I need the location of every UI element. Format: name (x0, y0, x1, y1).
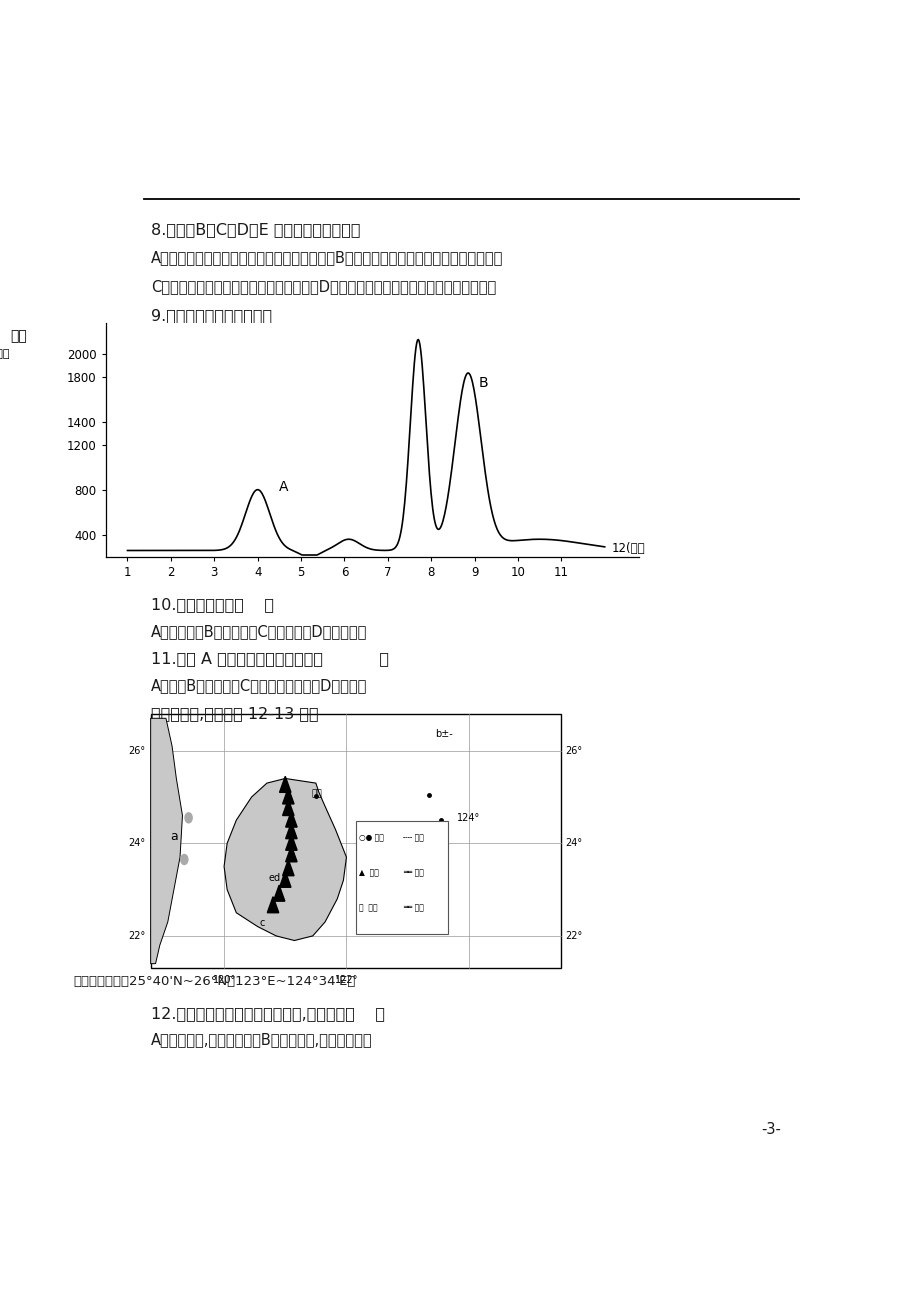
Text: A: A (279, 480, 289, 495)
Polygon shape (286, 835, 297, 850)
Text: 122°: 122° (335, 975, 357, 986)
Text: 22°: 22° (565, 931, 583, 941)
Text: 流量: 流量 (11, 329, 28, 344)
Polygon shape (267, 897, 278, 913)
Text: 8.上图中B、C、D、E 对应的地形区分别是: 8.上图中B、C、D、E 对应的地形区分别是 (151, 223, 359, 237)
Polygon shape (151, 719, 182, 963)
Text: ══ 鐵路: ══ 鐵路 (403, 868, 424, 878)
Text: 台北: 台北 (312, 790, 323, 798)
Polygon shape (279, 871, 290, 887)
Polygon shape (279, 776, 290, 793)
Text: A．华北地区B．东南地区C．西南地区D．东北地区: A．华北地区B．东南地区C．西南地区D．东北地区 (151, 625, 367, 639)
Polygon shape (273, 885, 285, 901)
Text: A．暖流流经,渔业资源丰寎B．河流众多,内河航运便利: A．暖流流经,渔业资源丰寎B．河流众多,内河航运便利 (151, 1032, 372, 1048)
Text: 26°: 26° (129, 746, 145, 755)
Text: c: c (259, 918, 265, 928)
Text: A．C、E两地中水土流失严重的是E              B．B、D两地的河流，属长江流域的是D: A．C、E两地中水土流失严重的是E B．B、D两地的河流，属长江流域的是D (151, 336, 540, 350)
Text: ○● 城市: ○● 城市 (358, 833, 383, 842)
Circle shape (180, 854, 187, 865)
Text: 12.下列关于该岛东部地区的叙述,正确的是（    ）: 12.下列关于该岛东部地区的叙述,正确的是（ ） (151, 1006, 384, 1021)
Text: C．汉江谷地、秦岭、渭河平原、黄土高原D．华北平原、大别山、东北平原、江南丘陵: C．汉江谷地、秦岭、渭河平原、黄土高原D．华北平原、大别山、东北平原、江南丘陵 (151, 280, 495, 294)
Text: A．雨水B．冰川融水C．季节性积雪融水D．地下水: A．雨水B．冰川融水C．季节性积雪融水D．地下水 (151, 678, 367, 694)
Polygon shape (224, 779, 346, 940)
Text: 读『我国某地区河流流域变化图』，回答下面10-11题：: 读『我国某地区河流流域变化图』，回答下面10-11题： (151, 393, 409, 408)
Text: ▲  山脉: ▲ 山脉 (358, 868, 379, 878)
Polygon shape (286, 846, 297, 862)
Text: 10.该河位于我国（    ）: 10.该河位于我国（ ） (151, 598, 273, 612)
Polygon shape (286, 811, 297, 827)
Text: ══ 公路: ══ 公路 (403, 904, 424, 913)
Polygon shape (286, 823, 297, 838)
Text: （立方米/秒）: （立方米/秒） (0, 348, 10, 358)
Text: 读台湾岛图,回答下列 12-13 题：: 读台湾岛图,回答下列 12-13 题： (151, 706, 318, 720)
Text: 124°: 124° (457, 812, 480, 823)
Text: 22°: 22° (129, 931, 145, 941)
Text: A．准噍尔盆地、天山、塔里木盆地、青藏高原B．渭河平原、秦岭、汉江谷地、黄土高原: A．准噍尔盆地、天山、塔里木盆地、青藏高原B．渭河平原、秦岭、汉江谷地、黄土高原 (151, 250, 503, 266)
Bar (151, 713, 560, 969)
Polygon shape (282, 799, 294, 815)
Text: C．山脉C是长江水系与淮河水系的分界线    D．图中山脉C为南北走向: C．山脉C是长江水系与淮河水系的分界线 D．图中山脉C为南北走向 (151, 365, 447, 380)
Polygon shape (282, 859, 294, 876)
Circle shape (185, 812, 192, 823)
Text: 11.图中 A 汛期主要的补给类型为（           ）: 11.图中 A 汛期主要的补给类型为（ ） (151, 651, 388, 667)
Text: ╌╌ 国界: ╌╌ 国界 (403, 833, 424, 842)
Text: 9.对图示地区描述正确的是: 9.对图示地区描述正确的是 (151, 307, 271, 323)
Text: B: B (479, 375, 488, 389)
Text: 24°: 24° (565, 838, 582, 849)
Text: a: a (170, 829, 177, 842)
Text: b±-: b±- (435, 729, 453, 740)
Text: ～  河流: ～ 河流 (358, 904, 378, 913)
Text: （中国钓鱼岛：25°40'N~26°N，123°E~124°34'E）: （中国钓鱼岛：25°40'N~26°N，123°E~124°34'E） (74, 975, 356, 988)
Text: 26°: 26° (565, 746, 582, 755)
Text: 12(月）: 12(月） (611, 542, 644, 555)
Polygon shape (282, 788, 294, 803)
Text: -3-: -3- (760, 1122, 780, 1137)
Text: ed: ed (268, 874, 280, 883)
Bar (356, 822, 448, 934)
Text: 24°: 24° (129, 838, 145, 849)
Text: 120°: 120° (212, 975, 235, 986)
